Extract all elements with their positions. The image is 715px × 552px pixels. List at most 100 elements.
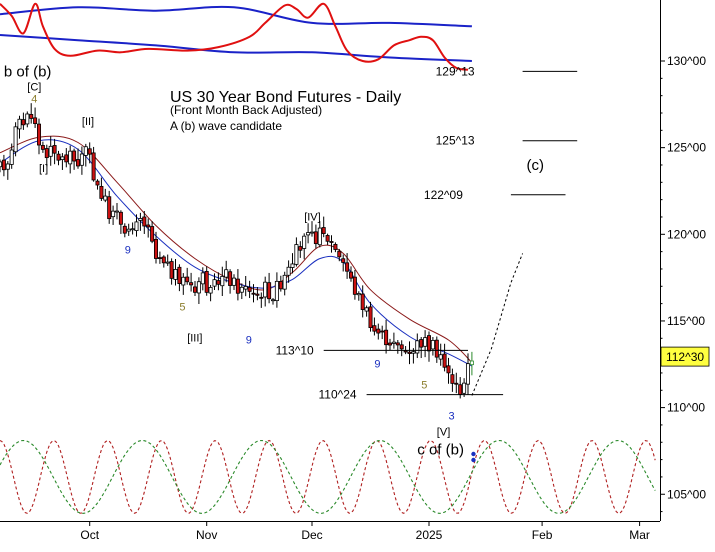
level-label: 113^10 — [276, 343, 314, 357]
price-candle — [321, 216, 326, 238]
price-candle — [302, 233, 307, 260]
price-candle — [278, 275, 283, 292]
price-candle — [259, 292, 264, 308]
price-candle — [469, 351, 474, 376]
wave-label: [V] — [437, 426, 450, 438]
wave-label: b of (b) — [4, 64, 52, 81]
x-tick-label: Oct — [80, 528, 99, 542]
price-candle — [181, 273, 186, 295]
price-candle — [438, 343, 443, 366]
price-candle — [189, 272, 194, 292]
price-candle — [442, 343, 447, 372]
cycle-marker — [471, 451, 476, 463]
price-candle — [79, 146, 84, 175]
wave-label: 4 — [31, 94, 37, 106]
price-candle — [99, 177, 104, 201]
price-candle — [220, 266, 225, 297]
price-candle — [56, 150, 61, 166]
wave-label: c of (b) — [417, 441, 464, 458]
price-candle — [243, 275, 248, 297]
wave-label: 5 — [421, 380, 427, 392]
cycle-line-red — [0, 439, 656, 514]
price-candle — [454, 372, 459, 394]
price-candle — [13, 122, 18, 157]
price-candle — [83, 143, 88, 167]
y-tick-label: 115^00 — [667, 314, 705, 328]
target-levels: 129^13 125^13 122^09 113^10 110^24 — [276, 64, 578, 402]
price-candle — [267, 272, 272, 304]
chart-note: A (b) wave candidate — [170, 119, 282, 133]
x-tick-label: Feb — [532, 528, 553, 542]
price-candle — [60, 153, 65, 170]
price-candle — [251, 284, 256, 303]
price-candle — [134, 214, 139, 237]
price-candle — [161, 255, 166, 268]
price-candle — [0, 159, 3, 173]
price-candle — [356, 291, 361, 301]
price-candle — [231, 274, 236, 290]
price-candle — [247, 280, 252, 299]
price-candle — [317, 221, 322, 248]
price-candle — [415, 333, 420, 359]
indicator-band-upper — [0, 5, 472, 28]
wave-label: [III] — [187, 333, 202, 345]
level-label: 125^13 — [436, 134, 475, 148]
wave-label: [I] — [39, 163, 48, 175]
price-candle — [138, 212, 143, 231]
x-tick-label: 2025 — [416, 528, 443, 542]
y-axis: 130^00 125^00 120^00 115^00 110^00 105^00 — [660, 54, 706, 513]
price-candle — [76, 148, 81, 169]
price-candle — [462, 378, 467, 397]
price-candle — [391, 332, 396, 349]
price-candle — [33, 107, 38, 128]
price-candle — [306, 223, 311, 244]
wave-label: [IV] — [304, 211, 321, 223]
chart-title: US 30 Year Bond Futures - Daily — [170, 89, 401, 106]
price-candle — [419, 336, 424, 359]
x-tick-label: Nov — [196, 528, 217, 542]
price-candle — [224, 260, 229, 283]
y-tick-label: 130^00 — [667, 54, 706, 68]
price-candle — [348, 266, 353, 282]
price-candle — [25, 111, 30, 128]
wave-label: 3 — [449, 411, 455, 423]
indicator-lines — [0, 2, 472, 71]
price-candle — [345, 253, 350, 279]
price-candle — [196, 277, 201, 305]
last-price-marker: 112^30 — [660, 346, 710, 367]
price-candle — [286, 260, 291, 283]
price-candle — [150, 221, 155, 244]
price-candle — [387, 338, 392, 350]
y-tick-label: 120^00 — [667, 227, 706, 241]
price-candle — [107, 190, 112, 224]
wave-label: 5 — [179, 302, 185, 314]
price-candle — [87, 142, 92, 164]
price-candle — [157, 251, 162, 264]
price-candle — [434, 336, 439, 363]
price-candle — [216, 272, 221, 291]
level-label: 110^24 — [318, 388, 356, 402]
price-candle — [282, 271, 287, 296]
x-tick-label: Dec — [301, 528, 322, 542]
price-candle — [426, 331, 431, 362]
wave-label: [C] — [27, 81, 41, 93]
price-candle — [103, 188, 108, 203]
price-candle — [173, 259, 178, 286]
price-candle — [40, 141, 45, 153]
price-candle — [37, 118, 42, 155]
indicator-band-lower — [0, 34, 472, 62]
indicator-oscillator — [0, 2, 469, 71]
price-candle — [228, 269, 233, 294]
price-candle — [177, 264, 182, 292]
x-tick-label: Mar — [629, 528, 650, 542]
price-candle — [333, 242, 338, 253]
price-candle — [192, 281, 197, 296]
y-tick-label: 110^00 — [667, 401, 705, 415]
price-candle — [91, 146, 96, 182]
price-candle — [399, 340, 404, 357]
price-candle — [430, 337, 435, 356]
wave-label: [II] — [82, 116, 94, 128]
chart-subtitle: (Front Month Back Adjusted) — [170, 103, 322, 117]
wave-labels: b of (b)[C]4 [I] [II] 9 5 [III] 9 [IV] 9 5 3 [V] c o… — [4, 64, 544, 459]
price-candle — [450, 368, 455, 392]
